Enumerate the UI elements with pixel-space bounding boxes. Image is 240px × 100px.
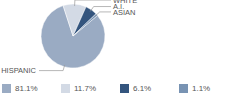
legend-swatch xyxy=(61,84,70,93)
legend: 81.1% 11.7% 6.1% 1.1% xyxy=(2,84,210,93)
pie-slice xyxy=(73,14,98,36)
leader-line xyxy=(90,7,111,12)
leader-line xyxy=(75,0,111,6)
legend-label: 6.1% xyxy=(133,84,151,93)
chart: HISPANICWHITEA.I.ASIAN 81.1% 11.7% 6.1% 1.1% xyxy=(0,0,240,100)
leader-line xyxy=(95,12,111,16)
legend-swatch xyxy=(179,84,188,93)
slice-labels: HISPANICWHITEA.I.ASIAN xyxy=(1,0,137,75)
slice-label: ASIAN xyxy=(113,8,136,17)
pie xyxy=(41,4,105,68)
legend-swatch xyxy=(120,84,129,93)
legend-swatch xyxy=(2,84,11,93)
legend-label: 11.7% xyxy=(74,84,96,93)
leader-line xyxy=(39,65,65,71)
legend-label: 1.1% xyxy=(192,84,210,93)
pie-slice xyxy=(73,7,96,36)
legend-label: 81.1% xyxy=(15,84,38,93)
slice-label: HISPANIC xyxy=(1,66,36,75)
